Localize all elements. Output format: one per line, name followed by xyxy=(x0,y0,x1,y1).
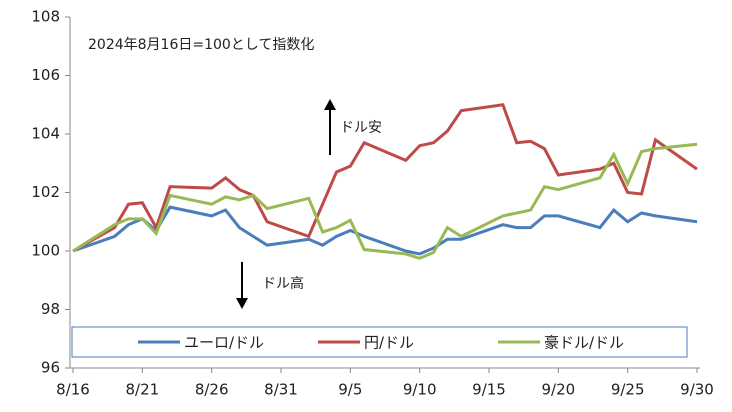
arrow-head xyxy=(236,298,248,309)
y-tick-label: 108 xyxy=(31,8,60,26)
x-tick-label: 9/15 xyxy=(472,381,506,399)
annotation: 2024年8月16日=100として指数化 xyxy=(88,37,314,53)
y-tick-label: 106 xyxy=(31,66,60,84)
x-tick-label: 8/26 xyxy=(195,381,229,399)
series-line xyxy=(72,103,698,253)
y-tick-label: 100 xyxy=(31,242,60,260)
annotation: ドル高 xyxy=(262,275,304,292)
y-tick-label: 104 xyxy=(31,125,60,143)
arrow-head xyxy=(324,99,336,110)
series-line xyxy=(72,205,698,256)
x-tick-label: 8/31 xyxy=(264,381,298,399)
x-tick-label: 8/16 xyxy=(56,381,90,399)
y-tick-label: 96 xyxy=(41,359,60,377)
legend-label: 豪ドル/ドル xyxy=(544,334,624,352)
y-tick-label: 98 xyxy=(41,300,60,318)
x-tick-label: 9/10 xyxy=(403,381,437,399)
x-tick-label: 8/21 xyxy=(125,381,159,399)
x-tick-label: 9/20 xyxy=(541,381,575,399)
x-tick-label: 9/5 xyxy=(338,381,362,399)
annotation: ドル安 xyxy=(340,120,382,136)
series-line xyxy=(72,142,698,260)
x-tick-label: 9/30 xyxy=(680,381,714,399)
legend-label: 円/ドル xyxy=(364,334,414,352)
y-tick-label: 102 xyxy=(31,183,60,201)
legend-label: ユーロ/ドル xyxy=(184,334,264,352)
x-tick-label: 9/25 xyxy=(611,381,645,399)
